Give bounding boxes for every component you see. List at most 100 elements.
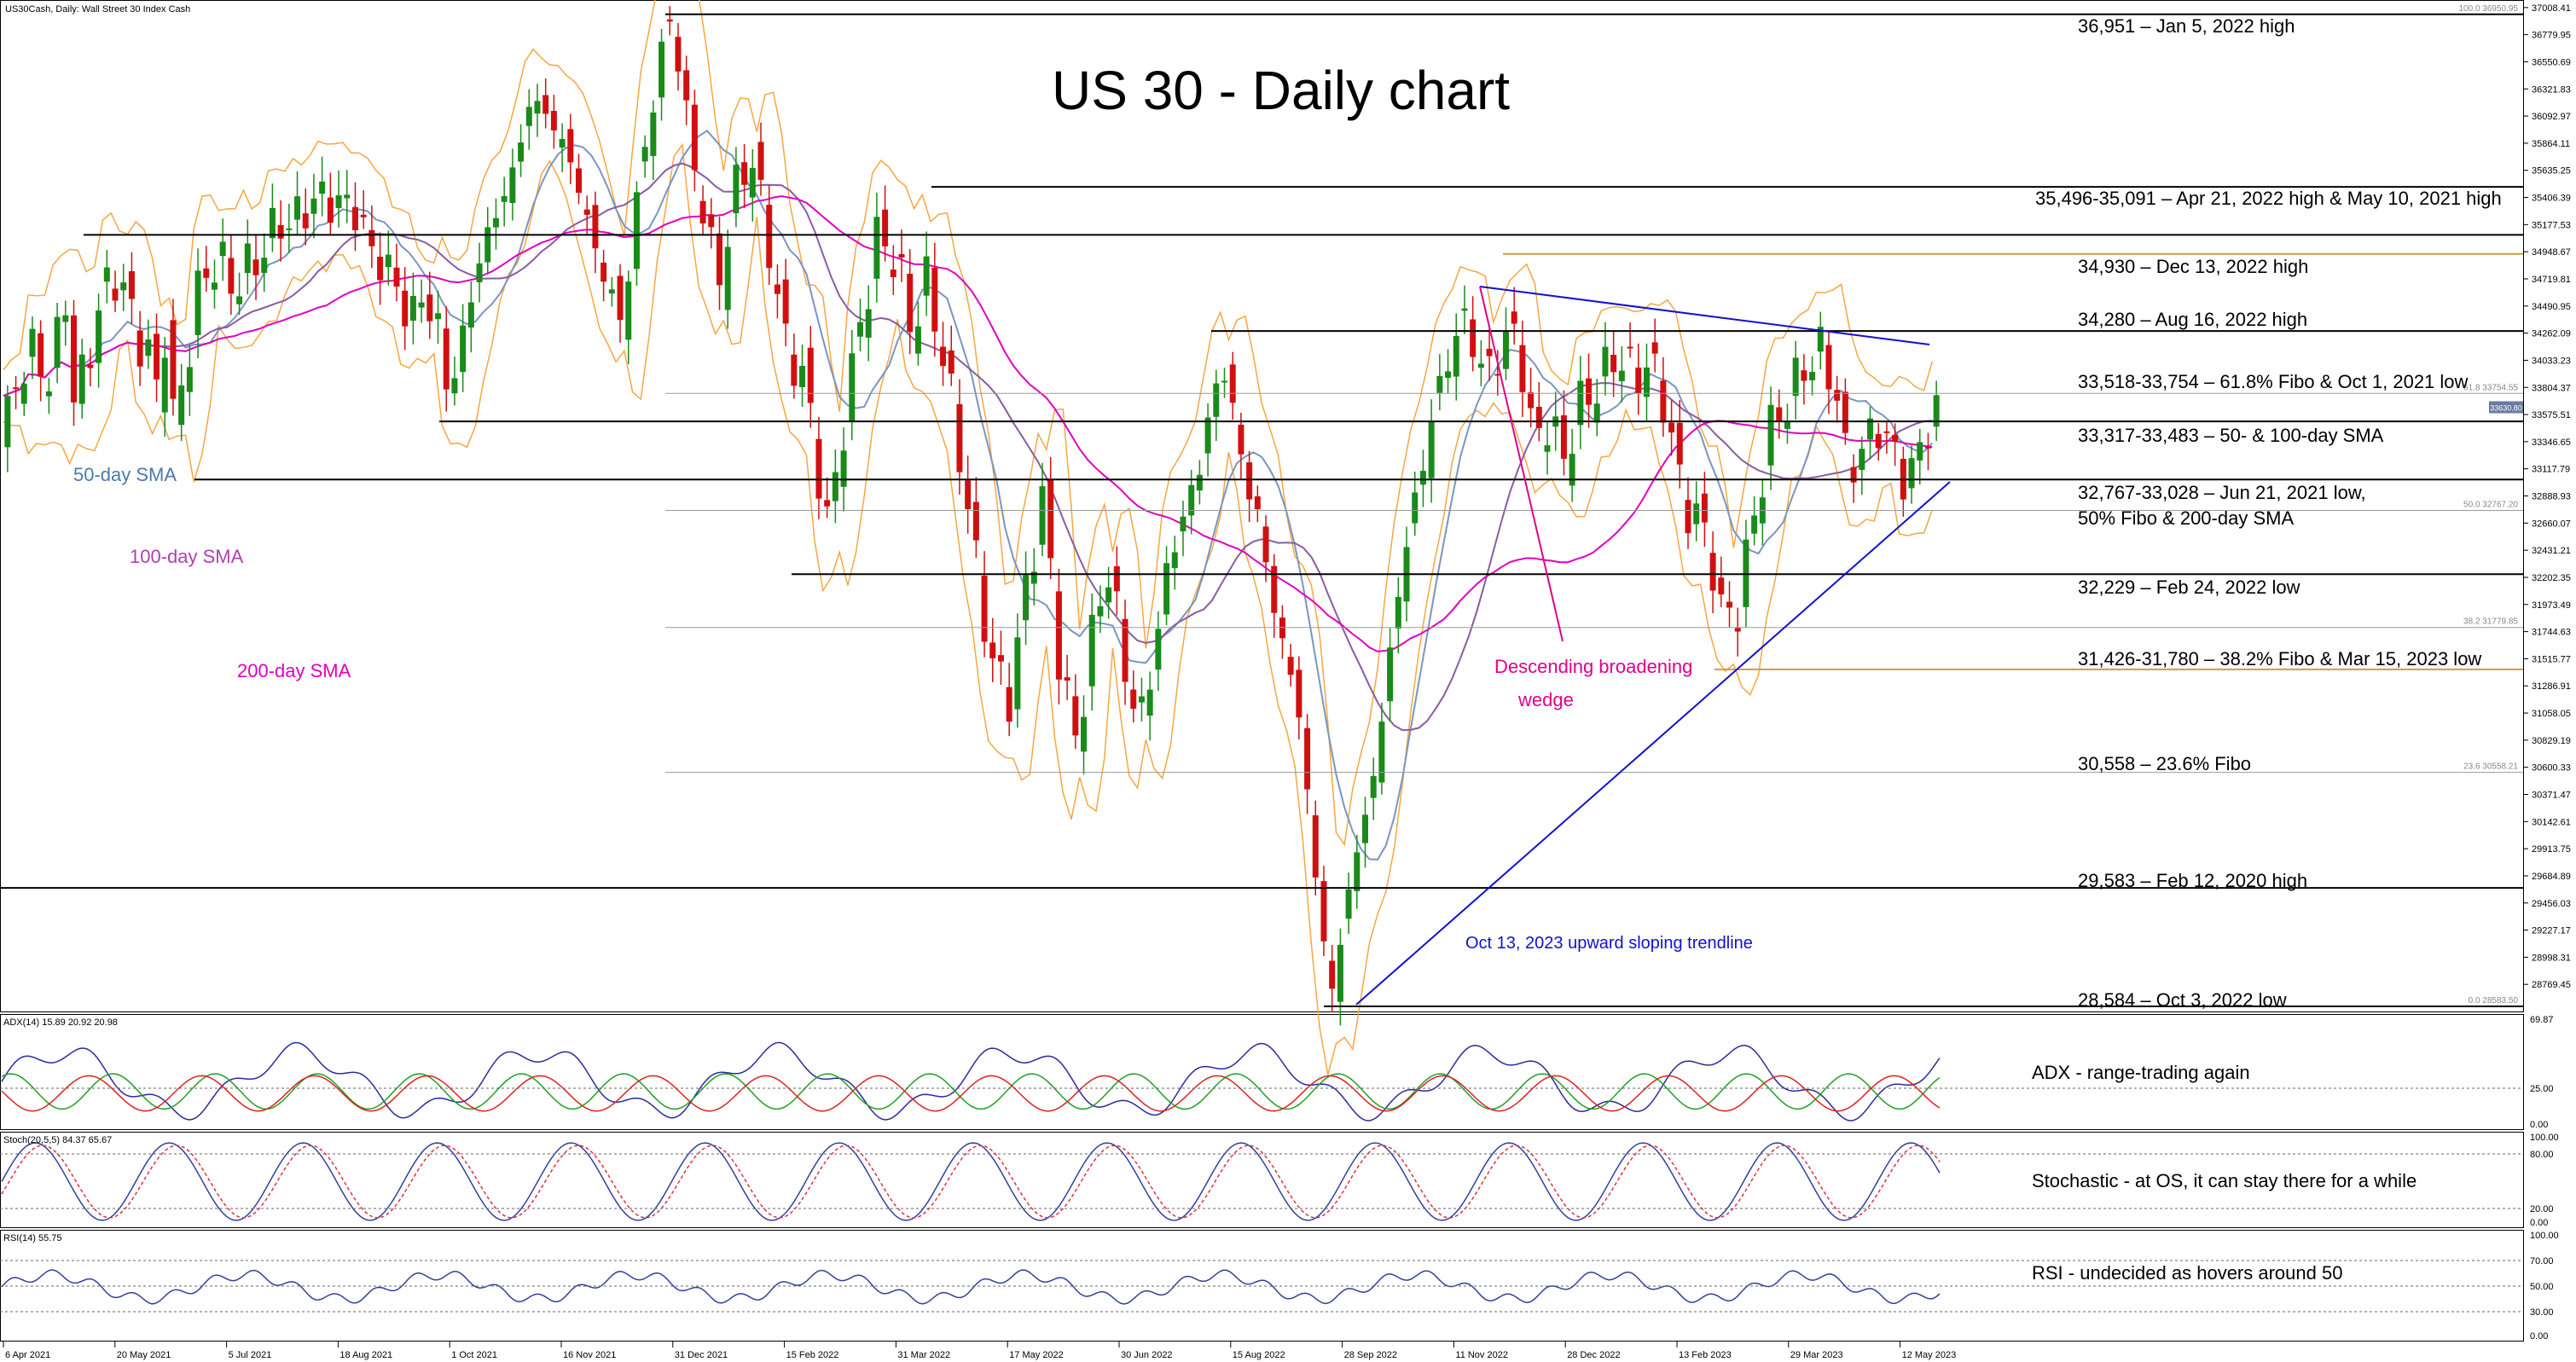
candle-body xyxy=(981,576,988,642)
candle-body xyxy=(128,270,135,299)
candle-body xyxy=(849,353,856,423)
candle-body xyxy=(1064,677,1070,681)
price-tick-label: 30829.19 xyxy=(2532,736,2571,746)
candle-body xyxy=(807,347,814,403)
level-label-28584: 28,584 – Oct 3, 2022 low xyxy=(2078,989,2287,1011)
candle-body xyxy=(484,227,491,263)
candle-body xyxy=(1892,434,1899,442)
level-label-33028: 32,767-33,028 – Jun 21, 2021 low, xyxy=(2078,482,2366,503)
candle-body xyxy=(1047,479,1054,559)
candle-body xyxy=(178,385,185,426)
candle-body xyxy=(112,288,119,301)
candle-body xyxy=(1163,563,1170,615)
adx-header: ADX(14) 15.89 20.92 20.98 xyxy=(3,1017,118,1028)
candle-body xyxy=(1494,374,1501,376)
candle-body xyxy=(608,289,615,294)
price-tick-label: 28998.31 xyxy=(2532,953,2571,963)
candle-body xyxy=(170,320,177,399)
candle-body xyxy=(907,273,914,333)
level-label-33754: 33,518-33,754 – 61.8% Fibo & Oct 1, 2021… xyxy=(2078,371,2469,392)
price-tick-label: 37008.41 xyxy=(2532,3,2571,14)
candle-body xyxy=(1544,445,1551,452)
candle-body xyxy=(1709,553,1716,591)
date-tick-label: 13 Feb 2023 xyxy=(1679,1350,1732,1360)
candle-body xyxy=(625,281,632,340)
candle-body xyxy=(103,267,110,282)
candle-body xyxy=(1718,577,1725,594)
candle-body xyxy=(1204,417,1211,454)
price-tick-label: 35864.11 xyxy=(2532,139,2570,149)
candle-body xyxy=(1370,776,1377,798)
candle-body xyxy=(1461,308,1468,311)
candle-body xyxy=(451,378,458,394)
candle-body xyxy=(1081,716,1088,752)
candle-body xyxy=(1776,407,1783,421)
candle-body xyxy=(1726,601,1733,608)
adx-tick: 69.87 xyxy=(2530,1015,2554,1025)
adx-panel-frame xyxy=(0,1014,2524,1130)
date-tick-label: 5 Jul 2021 xyxy=(229,1350,272,1360)
candle-body xyxy=(1395,596,1401,629)
level-label-29583: 29,583 – Feb 12, 2020 high xyxy=(2078,870,2307,891)
candle-body xyxy=(154,333,160,380)
price-tick-label: 29227.17 xyxy=(2532,926,2571,936)
candle-body xyxy=(1933,395,1940,427)
candle-body xyxy=(1535,406,1542,428)
candle-body xyxy=(1602,346,1609,377)
candle-body xyxy=(824,500,831,507)
candle-body xyxy=(418,302,425,308)
candle-body xyxy=(856,322,863,337)
stoch-tick: 0.00 xyxy=(2530,1218,2548,1228)
candle-body xyxy=(1643,367,1650,397)
candle-body xyxy=(550,111,557,130)
candle-body xyxy=(1155,629,1162,670)
candle-body xyxy=(1668,422,1675,433)
candle-body xyxy=(559,138,566,148)
candle-body xyxy=(1287,657,1294,675)
stoch-tick: 80.00 xyxy=(2530,1150,2554,1160)
price-tick-label: 31744.63 xyxy=(2532,628,2571,638)
level-label-33483: 33,317-33,483 – 50- & 100-day SMA xyxy=(2078,425,2384,446)
candle-body xyxy=(1908,458,1915,489)
candle-body xyxy=(890,270,896,278)
candle-body xyxy=(699,200,706,224)
candle-body xyxy=(492,217,499,228)
candle-body xyxy=(1519,345,1526,392)
candle-body xyxy=(948,350,954,374)
candle-body xyxy=(136,330,143,367)
support-resistance-lines: 100.0 36950.95 61.8 33754.55 50.0 32767.20… xyxy=(0,4,2523,1007)
candle-body xyxy=(1801,370,1807,381)
date-tick-label: 18 Aug 2021 xyxy=(339,1350,392,1360)
candle-body xyxy=(1329,960,1336,989)
candle-body xyxy=(70,315,77,403)
rsi-note: RSI - undecided as hovers around 50 xyxy=(2032,1262,2342,1284)
candle-body xyxy=(78,354,85,404)
candle-body xyxy=(1180,516,1186,532)
level-label-32229: 32,229 – Feb 24, 2022 low xyxy=(2078,577,2300,598)
level-label-34930: 34,930 – Dec 13, 2022 high xyxy=(2078,256,2308,277)
candle-body xyxy=(236,296,243,304)
fib-label: 38.2 31779.85 xyxy=(2463,617,2518,627)
level-label-36951: 36,951 – Jan 5, 2022 high xyxy=(2078,15,2295,37)
date-tick-label: 1 Oct 2021 xyxy=(451,1350,497,1360)
candle-body xyxy=(402,290,409,327)
candle-body xyxy=(716,233,722,286)
candle-body xyxy=(1130,689,1137,710)
candle-body xyxy=(1122,618,1128,682)
candle-body xyxy=(1428,420,1435,478)
candle-body xyxy=(1924,446,1931,449)
price-tick-label: 35177.53 xyxy=(2532,220,2571,230)
candle-body xyxy=(1834,390,1841,401)
price-tick-label: 33804.37 xyxy=(2532,383,2571,393)
chart-title: US 30 - Daily chart xyxy=(1052,60,1510,121)
candle-body xyxy=(1635,368,1642,394)
candle-body xyxy=(1817,327,1824,352)
candle-body xyxy=(1262,526,1269,563)
fib-label: 0.0 28583.50 xyxy=(2469,996,2519,1006)
price-tick-label: 30371.47 xyxy=(2532,791,2571,801)
candle-body xyxy=(1470,319,1477,357)
level-label-32767: 50% Fibo & 200-day SMA xyxy=(2078,507,2294,529)
candle-body xyxy=(1734,628,1741,632)
oscillators: 69.87 25.00 0.00 100.00 80.00 20.00 0.00 100.00… xyxy=(0,1015,2559,1342)
